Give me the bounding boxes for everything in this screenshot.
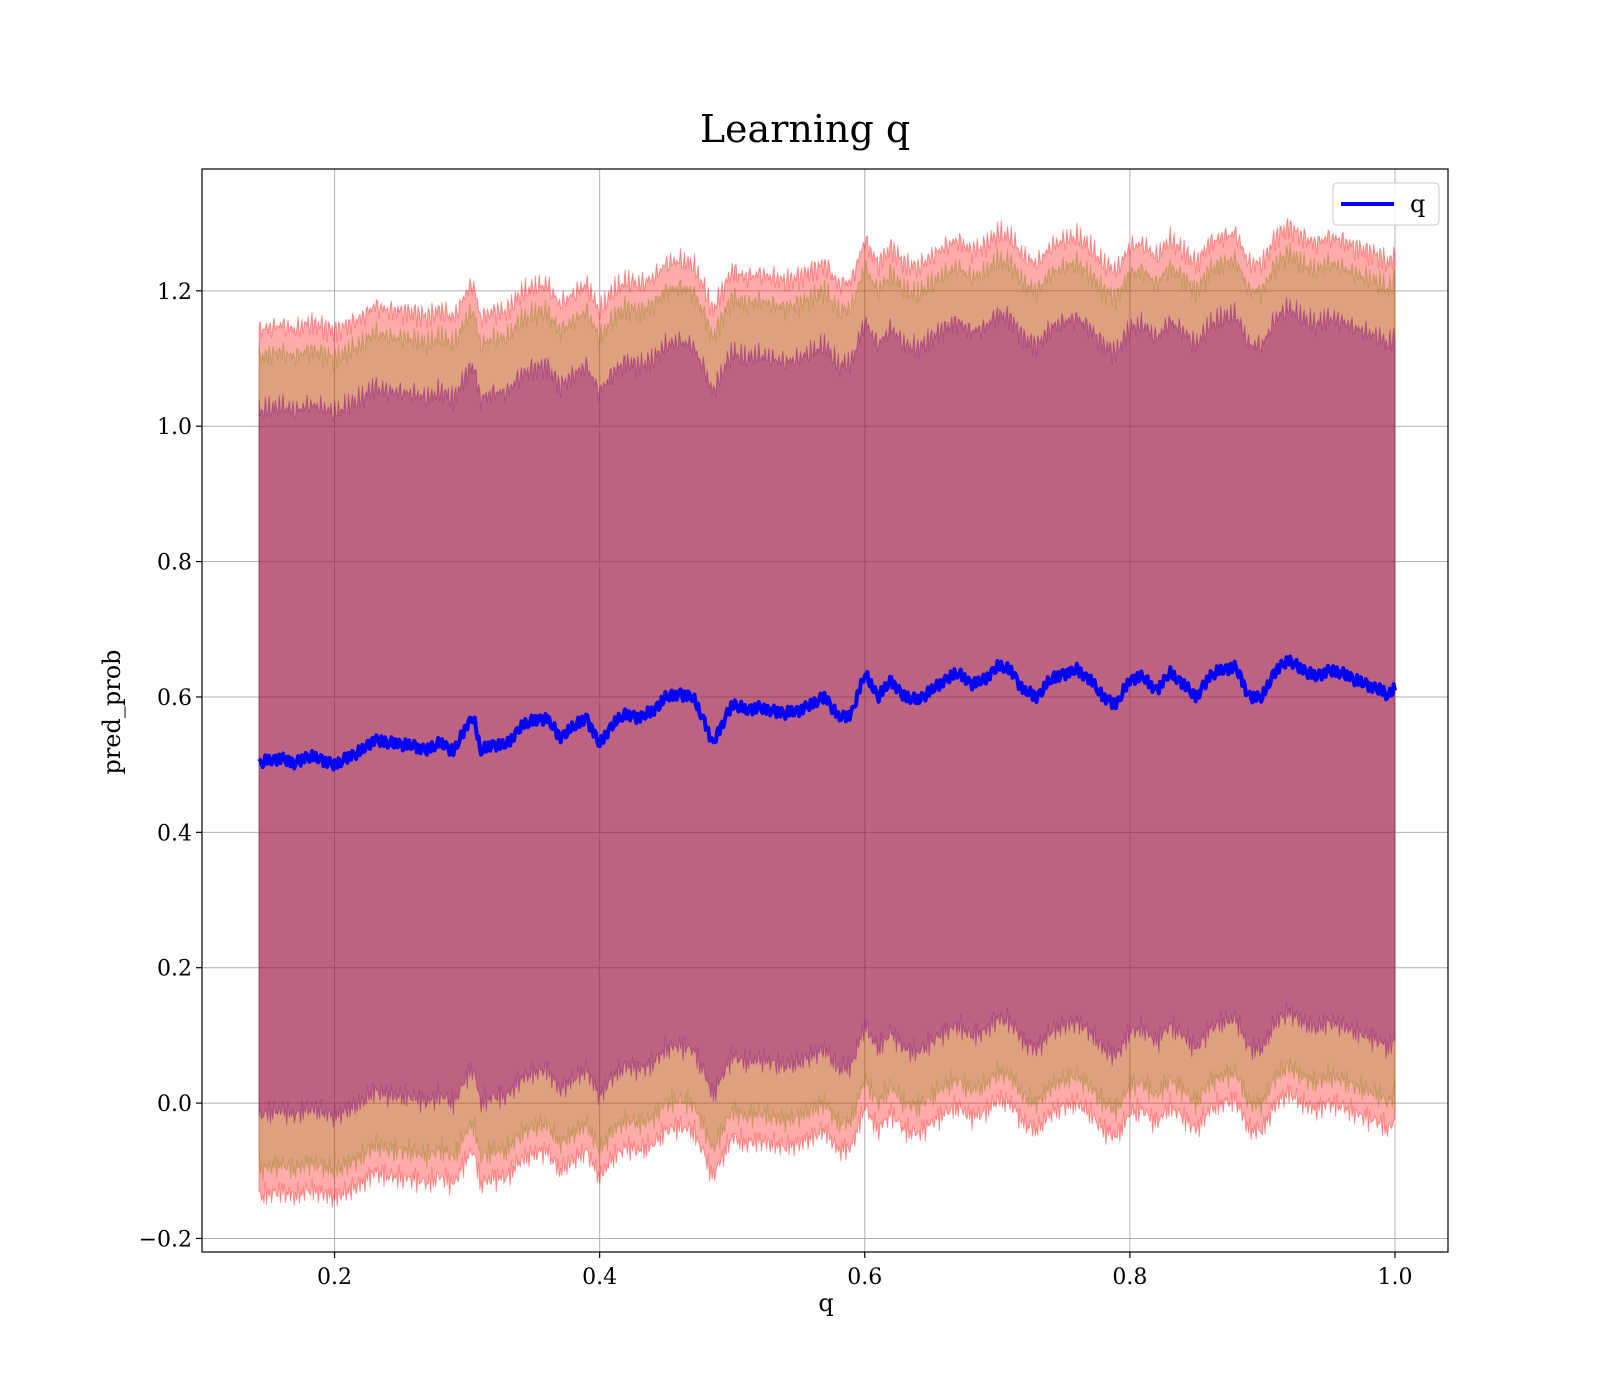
band-inner <box>258 297 1396 1128</box>
band-outer <box>258 217 1396 1208</box>
y-tick-label: 0.0 <box>157 1092 192 1117</box>
uncertainty-bands <box>258 217 1396 1208</box>
chart-title: Learning q <box>700 107 910 151</box>
y-axis-label: pred_prob <box>98 649 126 774</box>
x-tick-label: 0.8 <box>1112 1265 1147 1290</box>
series-line-q <box>257 654 1397 772</box>
band-middle <box>258 242 1396 1182</box>
y-tick-label: 0.8 <box>157 551 192 576</box>
x-axis: 0.2 0.4 0.6 0.8 1.0 <box>317 1252 1412 1290</box>
y-tick-label: −0.2 <box>139 1227 192 1252</box>
y-tick-label: 1.2 <box>157 280 192 305</box>
x-tick-label: 0.4 <box>582 1265 617 1290</box>
plot-frame <box>201 168 1449 1253</box>
y-tick-label: 0.4 <box>157 821 192 846</box>
x-tick-label: 0.2 <box>317 1265 352 1290</box>
x-tick-label: 1.0 <box>1377 1265 1412 1290</box>
y-tick-label: 0.6 <box>157 686 192 711</box>
y-tick-label: 1.0 <box>157 415 192 440</box>
x-tick-label: 0.6 <box>847 1265 882 1290</box>
y-tick-label: 0.2 <box>157 957 192 982</box>
series-layer <box>257 654 1397 772</box>
plot-area <box>201 168 1449 1253</box>
legend-label-q: q <box>1410 190 1425 218</box>
y-axis: −0.2 0.0 0.2 0.4 0.6 0.8 1.0 1.2 <box>139 280 202 1252</box>
x-axis-label: q <box>818 1289 833 1317</box>
legend: q <box>1332 182 1440 226</box>
